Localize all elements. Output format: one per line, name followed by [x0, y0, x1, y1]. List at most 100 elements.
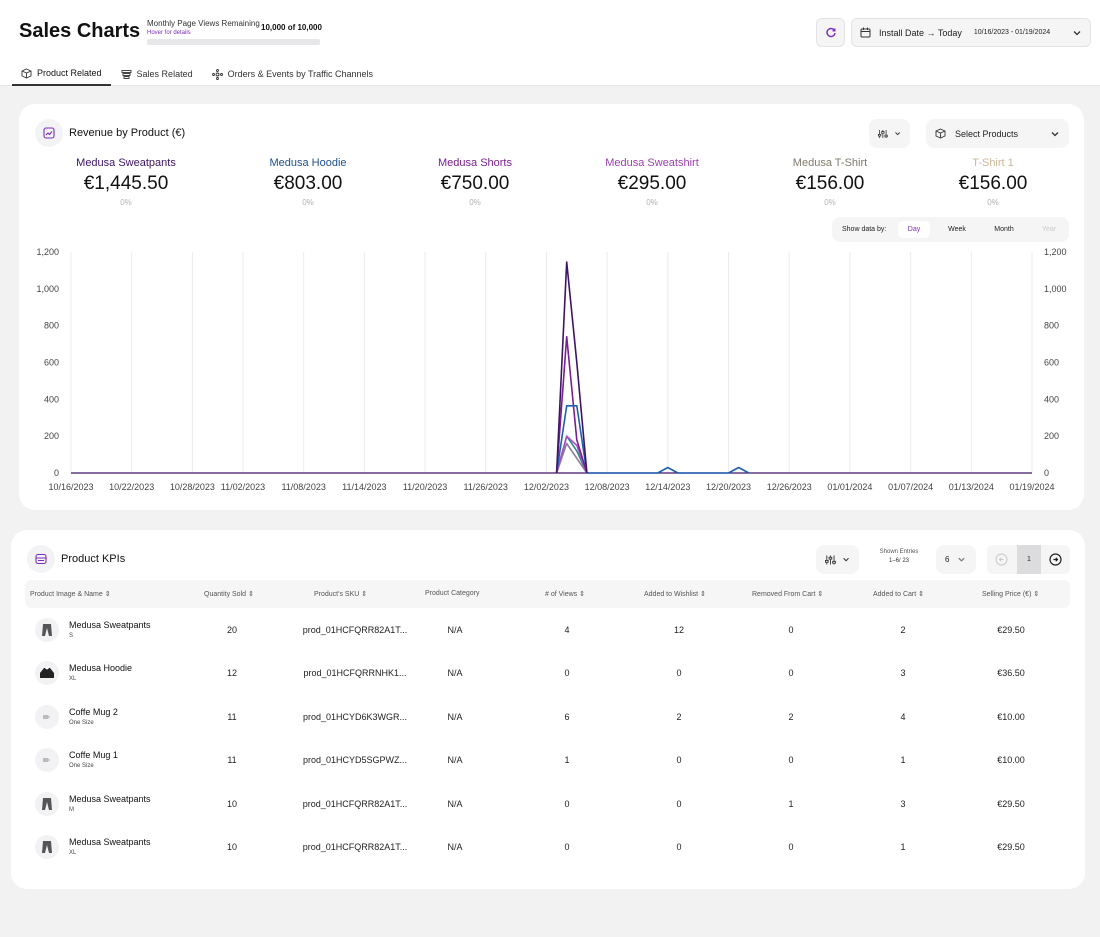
- chart-settings-button[interactable]: [869, 119, 910, 148]
- page-views-label: Monthly Page Views Remaining: [147, 19, 260, 28]
- product-thumbnail: [35, 748, 59, 773]
- product-summary: T-Shirt 1 €156.00 0%: [913, 157, 1073, 207]
- cell-wishlist: 2: [676, 711, 682, 722]
- series-line: [555, 335, 588, 474]
- cell-sku: prod_01HCYD6K3WGR...: [302, 711, 408, 722]
- product-summary-name: Medusa Shorts: [438, 157, 512, 169]
- cell-category: N/A: [447, 625, 463, 635]
- tab-label: Orders & Events by Traffic Channels: [227, 69, 373, 79]
- page-views-hover-link[interactable]: Hover for details: [147, 30, 191, 36]
- kpi-columns-button[interactable]: [816, 545, 859, 574]
- x-tick-label: 01/07/2024: [888, 482, 933, 492]
- product-name[interactable]: Coffe Mug 1: [69, 750, 118, 761]
- y-tick-label-left: 600: [44, 358, 59, 368]
- granularity-week[interactable]: Week: [948, 226, 966, 233]
- box-icon: [21, 68, 32, 78]
- series-line: [555, 442, 588, 474]
- shown-entries: Shown Entries 1–6/ 23: [873, 549, 925, 564]
- tab-sales-related[interactable]: Sales Related: [112, 62, 202, 86]
- product-variant: One Size: [69, 719, 94, 726]
- product-summary-pct: 0%: [987, 198, 999, 207]
- cell-sku: prod_01HCFQRR82A1T...: [302, 798, 408, 809]
- cell-price: €10.00: [997, 755, 1025, 766]
- cell-category: N/A: [447, 842, 463, 852]
- series-line: [555, 404, 750, 474]
- cell-sku: prod_01HCYD5SGPWZ...: [302, 755, 408, 766]
- page-size-select[interactable]: 6: [936, 545, 976, 574]
- arrow-left-circle-icon[interactable]: [995, 553, 1008, 566]
- cell-cart: 2: [900, 625, 906, 635]
- col-header-price[interactable]: Selling Price (€) ⇕: [982, 591, 1040, 598]
- x-tick-label: 12/08/2023: [585, 482, 630, 492]
- cell-views: 1: [564, 755, 570, 766]
- col-header-cart[interactable]: Added to Cart ⇕: [873, 591, 925, 598]
- cell-category: N/A: [447, 711, 463, 722]
- x-tick-label: 11/08/2023: [281, 482, 325, 492]
- date-range-value: 10/16/2023 - 01/19/2024: [973, 29, 1051, 36]
- cell-wishlist: 0: [676, 755, 682, 766]
- refresh-icon: [825, 27, 836, 37]
- tab-product-related[interactable]: Product Related: [12, 62, 111, 86]
- tab-traffic-channels[interactable]: Orders & Events by Traffic Channels: [203, 62, 382, 86]
- arrow-right-circle-icon[interactable]: [1049, 553, 1062, 566]
- product-name[interactable]: Medusa Hoodie: [69, 663, 133, 674]
- cell-cart: 1: [900, 842, 906, 852]
- refresh-button[interactable]: [816, 18, 845, 47]
- cell-qty: 11: [227, 711, 237, 722]
- x-tick-label: 12/26/2023: [767, 482, 812, 492]
- product-name[interactable]: Coffe Mug 2: [69, 706, 118, 717]
- y-tick-label-right: 200: [1044, 431, 1059, 441]
- cell-qty: 20: [226, 625, 237, 635]
- page-views-meter: Monthly Page Views Remaining Hover for d…: [147, 19, 322, 45]
- date-range-picker[interactable]: Install Date → Today 10/16/2023 - 01/19/…: [851, 18, 1091, 47]
- cell-price: €10.00: [997, 711, 1025, 722]
- x-tick-label: 12/14/2023: [645, 482, 690, 492]
- x-tick-label: 11/20/2023: [403, 482, 447, 492]
- cell-cart: 1: [900, 755, 906, 766]
- x-tick-label: 12/02/2023: [524, 482, 569, 492]
- date-filter-label: Install Date → Today: [879, 27, 962, 38]
- cell-removed: 1: [788, 798, 794, 809]
- shown-entries-value: 1–6/ 23: [888, 558, 910, 564]
- x-tick-label: 10/28/2023: [170, 482, 215, 492]
- cell-views: 4: [564, 625, 570, 635]
- chevron-down-icon: [958, 557, 966, 562]
- chevron-down-icon: [1051, 131, 1059, 136]
- kpi-card-title: Product KPIs: [61, 553, 126, 565]
- tab-bar: Product Related Sales Related Orders & E…: [12, 62, 383, 86]
- select-products-label: Select Products: [955, 128, 1019, 139]
- cell-removed: 0: [788, 668, 794, 679]
- cell-wishlist: 0: [676, 798, 682, 809]
- product-variant: M: [69, 806, 74, 813]
- granularity-month[interactable]: Month: [994, 226, 1014, 233]
- col-header-product[interactable]: Product Image & Name ⇕: [30, 591, 111, 598]
- current-page[interactable]: 1: [1017, 545, 1041, 574]
- granularity-day[interactable]: Day: [898, 221, 930, 238]
- col-header-removed[interactable]: Removed From Cart ⇕: [752, 591, 824, 598]
- product-name[interactable]: Medusa Sweatpants: [69, 837, 151, 847]
- col-header-wishlist[interactable]: Added to Wishlist ⇕: [644, 591, 706, 598]
- pagination: 1: [987, 545, 1070, 574]
- y-tick-label-left: 800: [44, 321, 59, 331]
- col-header-views[interactable]: # of Views ⇕: [545, 591, 585, 598]
- shown-entries-label: Shown Entries: [879, 549, 919, 555]
- y-tick-label-left: 1,200: [36, 247, 59, 257]
- cell-qty: 10: [226, 842, 237, 852]
- mug-icon: [43, 714, 50, 719]
- product-summary: Medusa T-Shirt €156.00 0%: [750, 157, 910, 207]
- x-tick-label: 11/14/2023: [342, 482, 386, 492]
- product-name[interactable]: Medusa Sweatpants: [69, 793, 151, 804]
- product-variant: One Size: [69, 763, 94, 770]
- col-header-sku[interactable]: Product's SKU ⇕: [314, 591, 368, 598]
- product-variant: S: [69, 633, 74, 639]
- select-products-dropdown[interactable]: Select Products: [926, 119, 1069, 148]
- col-header-qty[interactable]: Quantity Sold ⇕: [204, 591, 254, 598]
- cell-removed: 0: [788, 755, 794, 766]
- cell-category: N/A: [447, 755, 463, 766]
- table-icon: [35, 553, 47, 565]
- box-icon: [935, 128, 946, 139]
- product-name[interactable]: Medusa Sweatpants: [69, 620, 151, 630]
- product-summary-name: T-Shirt 1: [972, 157, 1014, 169]
- product-thumbnail: [35, 704, 59, 729]
- x-tick-label: 10/22/2023: [109, 482, 154, 492]
